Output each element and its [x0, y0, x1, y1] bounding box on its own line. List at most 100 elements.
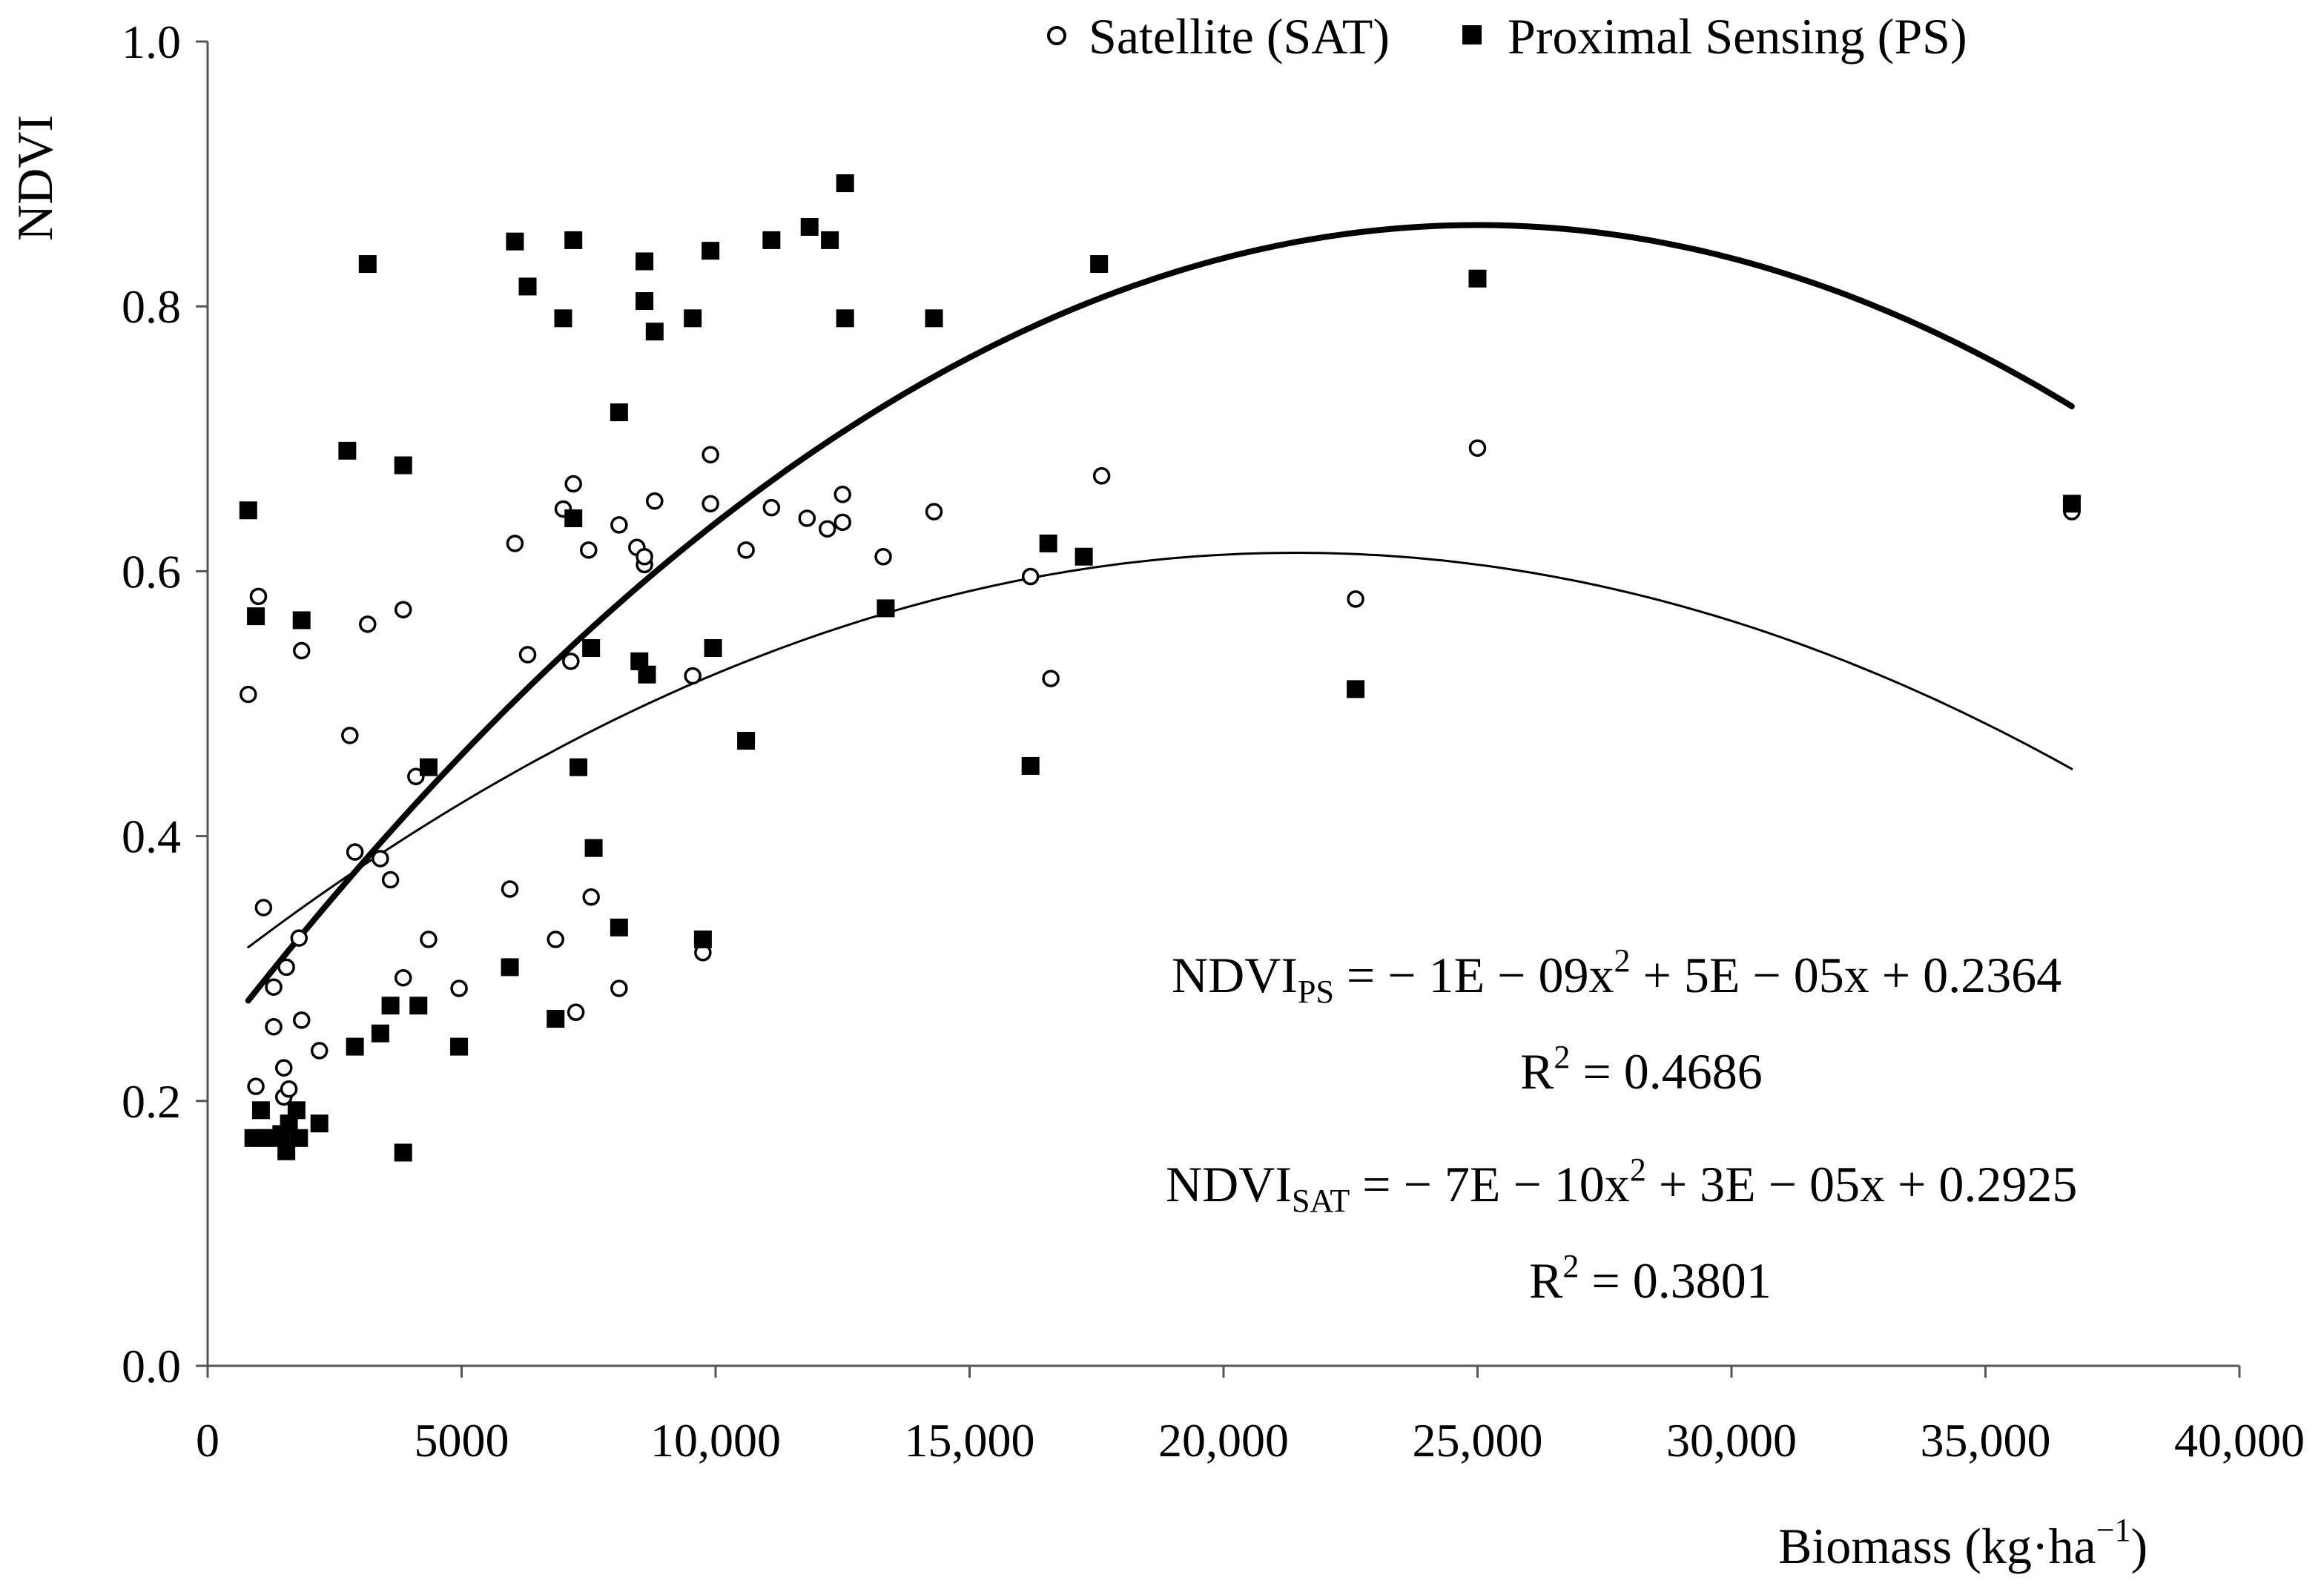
- ps-point: [1021, 756, 1040, 775]
- y-tick-label: 0.6: [122, 545, 181, 598]
- ps-point: [836, 309, 854, 328]
- ps-point: [554, 309, 572, 328]
- ps-point: [636, 292, 654, 311]
- sat-point: [292, 641, 311, 660]
- ps-point: [1347, 680, 1365, 698]
- sat-point: [450, 980, 468, 997]
- sat-point: [580, 541, 598, 559]
- sat-point: [265, 978, 283, 996]
- ps-point: [419, 758, 438, 776]
- ps-point: [518, 277, 537, 296]
- ps-point: [394, 456, 412, 475]
- x-axis-title-sup: −1: [2096, 1512, 2131, 1548]
- ps-point: [290, 1129, 308, 1147]
- ps-point: [564, 231, 583, 249]
- ps-point: [584, 839, 603, 857]
- sat-point: [702, 495, 719, 513]
- sat-r2-prefix: R: [1529, 1252, 1563, 1309]
- sat-point: [737, 541, 755, 559]
- ps-point: [564, 509, 583, 527]
- x-tick-label: 25,000: [1413, 1414, 1543, 1467]
- sat-eq-a: = − 7E − 10x: [1350, 1156, 1630, 1212]
- sat-point: [407, 767, 425, 785]
- ps-point: [287, 1101, 306, 1120]
- ps-point: [645, 323, 664, 341]
- sat-point: [636, 548, 653, 566]
- sat-point: [833, 486, 851, 503]
- y-axis-title: NDVI: [7, 115, 63, 241]
- ps-point: [836, 174, 854, 193]
- sat-point: [1347, 590, 1364, 608]
- ps-trendline: [245, 222, 2075, 1004]
- sat-point: [280, 1080, 298, 1098]
- ps-point: [693, 930, 712, 948]
- ps-point: [582, 638, 601, 657]
- legend-sat-label: Satellite (SAT): [1089, 8, 1390, 65]
- x-tick-label: 5000: [415, 1414, 509, 1467]
- ps-point: [2062, 495, 2081, 513]
- sat-r2-sup: 2: [1562, 1248, 1579, 1284]
- legend: Satellite (SAT) Proximal Sensing (PS): [1047, 8, 1967, 65]
- sat-point: [702, 446, 719, 463]
- y-tick-label: 0.2: [122, 1075, 181, 1128]
- legend-ps-label: Proximal Sensing (PS): [1508, 8, 1967, 65]
- ps-point: [409, 997, 428, 1015]
- x-tick-label: 0: [196, 1414, 219, 1467]
- y-tick-label: 0.0: [122, 1340, 181, 1393]
- legend-sat-marker: [1047, 26, 1066, 45]
- x-axis-title: Biomass (kg·ha−1): [1778, 1511, 2148, 1576]
- ps-eq-sub: PS: [1297, 974, 1334, 1010]
- ps-point: [501, 958, 519, 977]
- sat-point: [341, 727, 359, 744]
- ps-point: [381, 997, 400, 1015]
- x-tick-label: 40,000: [2174, 1414, 2305, 1467]
- sat-point: [254, 899, 273, 916]
- ps-point: [506, 232, 524, 251]
- x-axis-title-close: ): [2130, 1518, 2148, 1574]
- sat-point: [310, 1042, 329, 1060]
- ps-point: [394, 1143, 412, 1162]
- x-tick-label: 35,000: [1921, 1414, 2051, 1467]
- ps-point: [636, 252, 654, 271]
- sat-point: [420, 931, 438, 948]
- sat-point: [818, 520, 836, 538]
- y-tick-label: 0.8: [122, 280, 181, 333]
- sat-eq-sup: 2: [1629, 1152, 1646, 1188]
- ps-point: [371, 1024, 389, 1043]
- sat-point: [501, 880, 519, 898]
- sat-point: [610, 516, 628, 534]
- sat-point: [240, 685, 257, 704]
- sat-point: [249, 587, 268, 606]
- sat-point: [925, 503, 943, 521]
- sat-equation: NDVISAT = − 7E − 10x2 + 3E − 05x + 0.292…: [1166, 1151, 2077, 1220]
- sat-point: [874, 548, 892, 566]
- ps-point: [450, 1037, 469, 1056]
- sat-eq-prefix: NDVI: [1166, 1156, 1292, 1212]
- sat-point: [290, 929, 308, 947]
- ps-point: [1039, 534, 1057, 552]
- ps-point: [251, 1101, 270, 1120]
- sat-point: [646, 492, 664, 510]
- sat-point: [567, 1003, 585, 1021]
- trendlines: [245, 222, 2075, 1004]
- x-tick-label: 30,000: [1666, 1414, 1797, 1467]
- ps-point: [239, 501, 257, 520]
- ps-point: [702, 242, 720, 260]
- sat-point: [506, 535, 524, 552]
- sat-point: [265, 1018, 283, 1036]
- sat-point: [277, 958, 295, 977]
- ps-point: [547, 1010, 565, 1028]
- sat-point: [275, 1059, 293, 1077]
- ps-point: [821, 231, 839, 249]
- ps-eq-prefix: NDVI: [1172, 947, 1298, 1003]
- ps-point: [310, 1114, 329, 1133]
- ps-point: [925, 309, 943, 328]
- ps-point: [1468, 269, 1487, 288]
- ps-point: [610, 918, 628, 936]
- sat-point: [1021, 567, 1040, 586]
- ps-point: [247, 607, 265, 626]
- sat-point: [346, 843, 364, 861]
- sat-trendline: [247, 552, 2073, 948]
- sat-point: [562, 653, 580, 670]
- x-tick-label: 20,000: [1158, 1414, 1289, 1467]
